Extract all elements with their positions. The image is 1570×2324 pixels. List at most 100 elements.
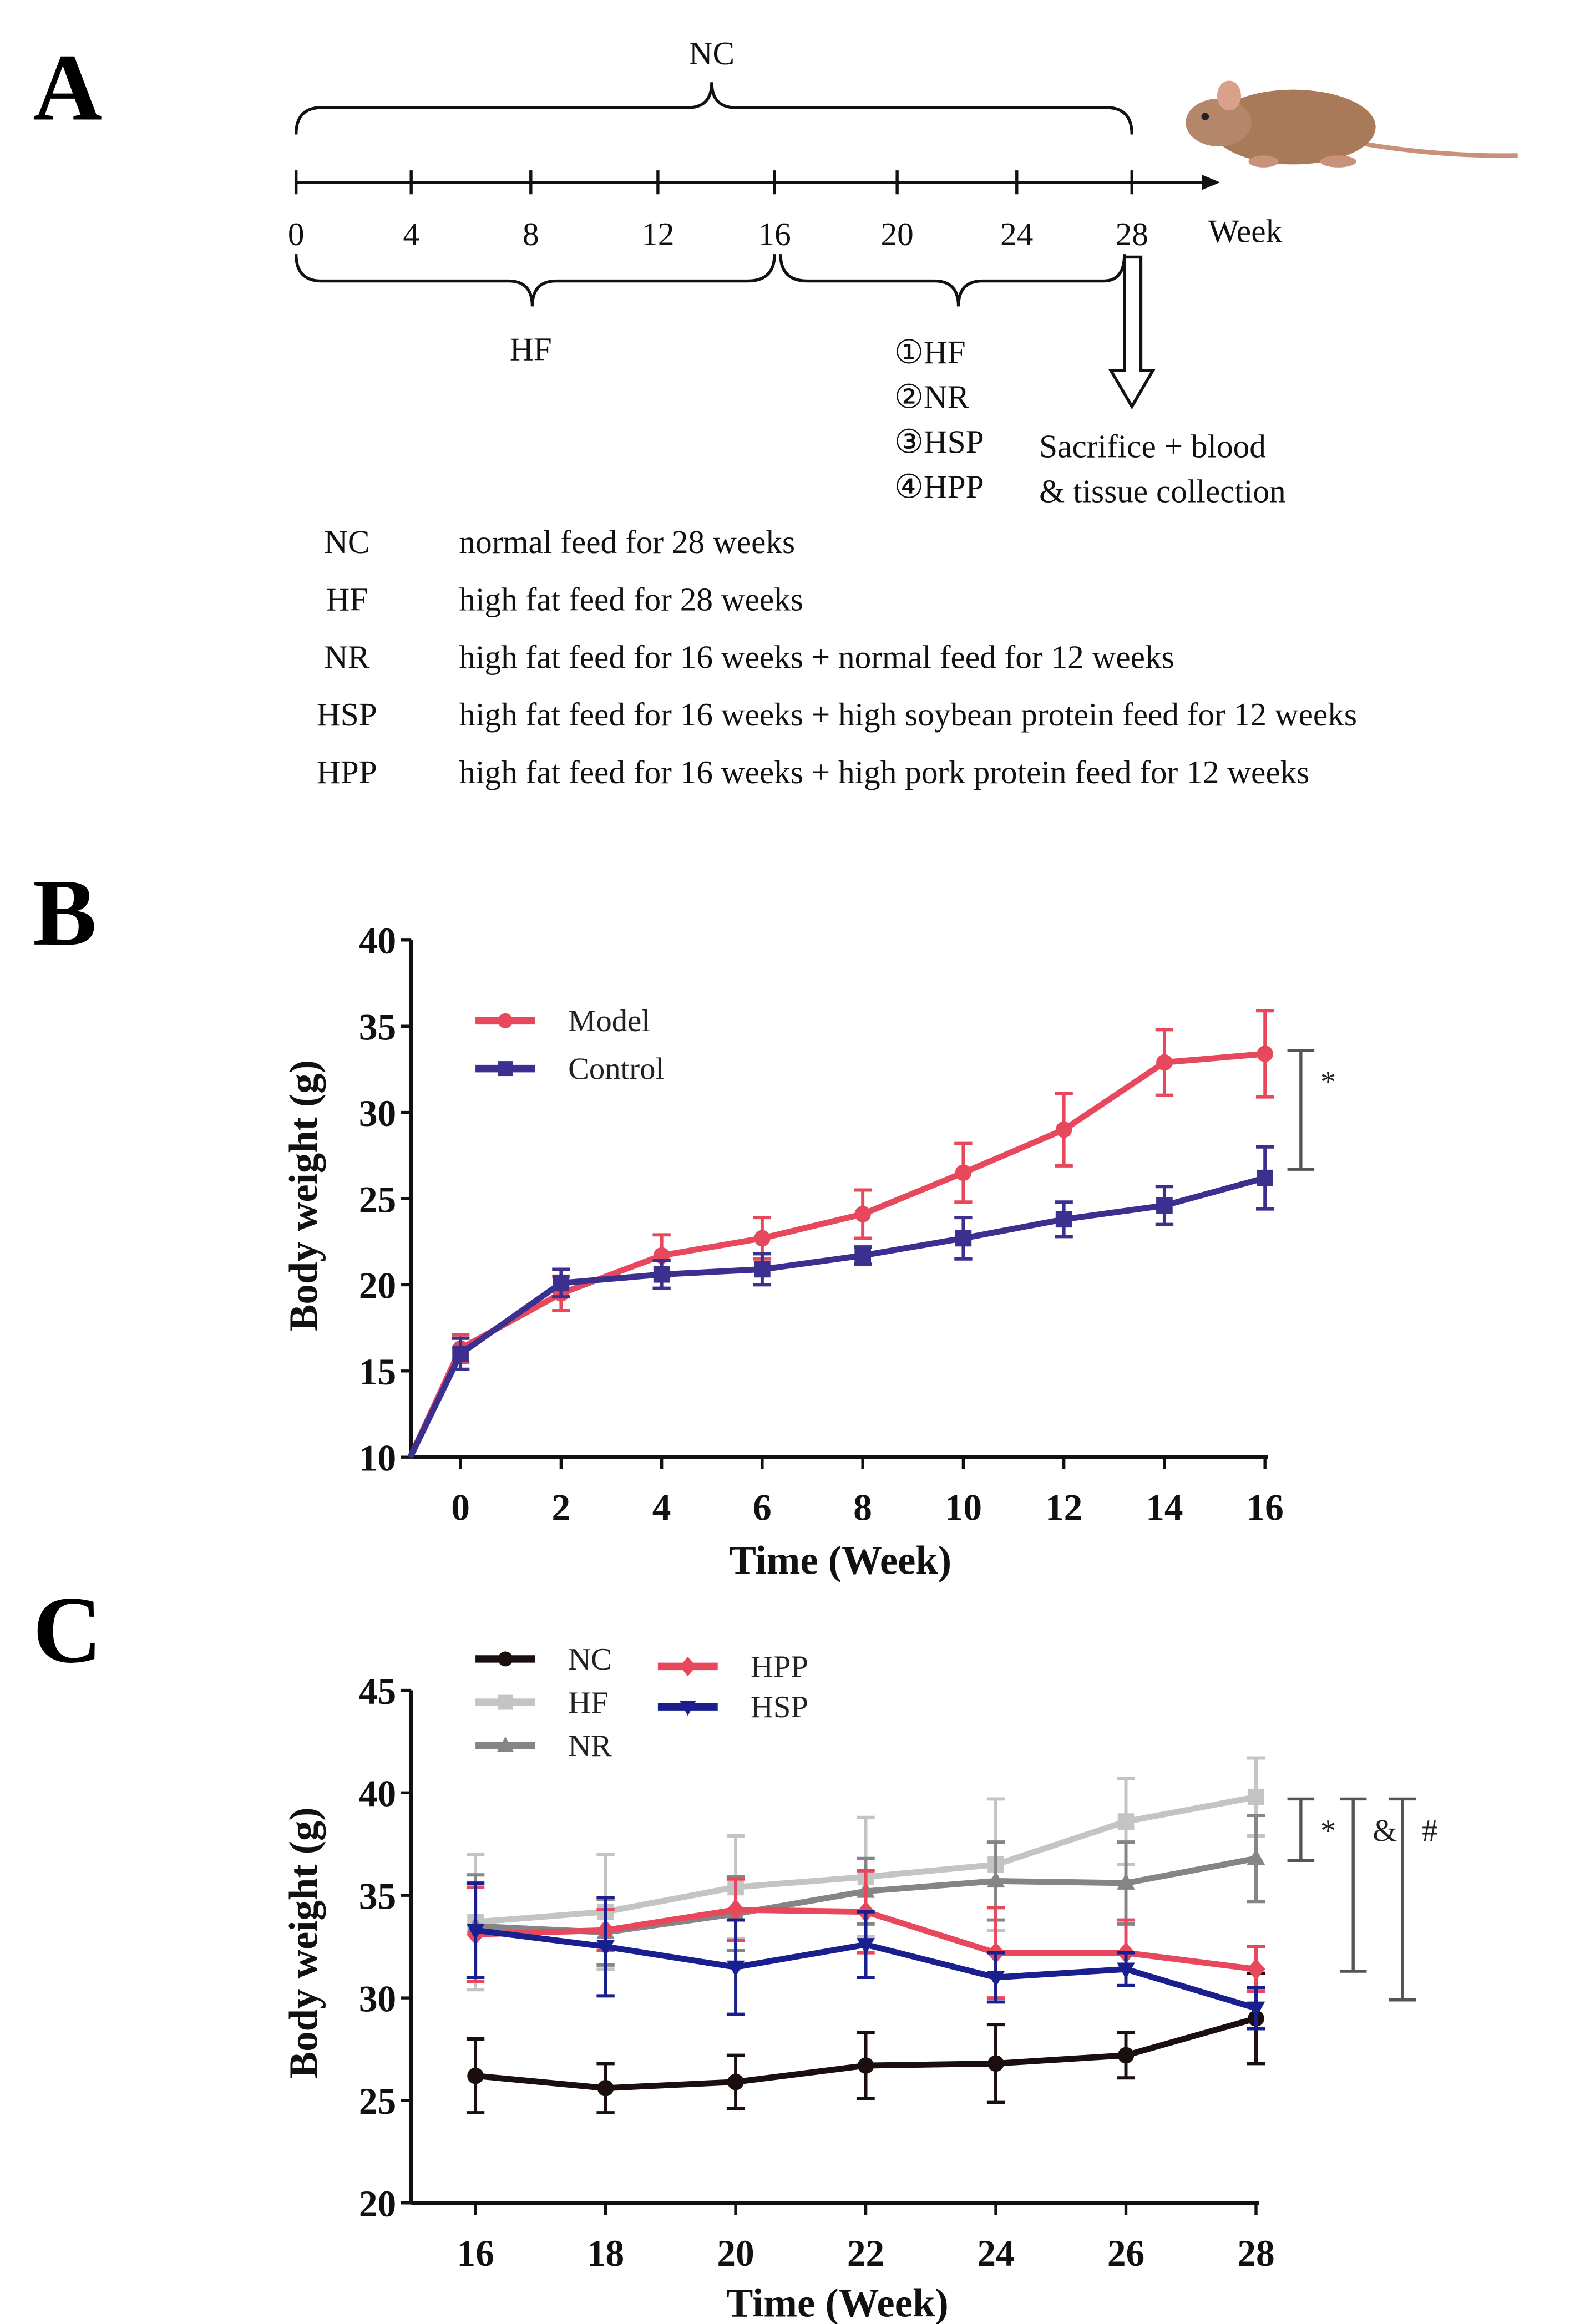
data-point — [955, 1164, 972, 1181]
x-tick-label: 2 — [552, 1486, 571, 1528]
y-tick-label: 20 — [359, 2183, 396, 2225]
data-point — [679, 1701, 696, 1716]
chart-c: 20 25 30 35 40 45 16 18 20 22 24 26 28 NC HF NR HPP HSP * &… — [359, 1642, 1438, 2274]
group-description: high fat feed for 28 weeks — [459, 581, 803, 618]
x-tick-label: 18 — [587, 2232, 624, 2274]
chart-c-ylabel: Body weight (g) — [281, 1807, 326, 2078]
chart-c-xlabel: Time (Week) — [726, 2281, 949, 2324]
y-tick-label: 45 — [359, 1671, 396, 1712]
hf-brace — [294, 254, 776, 307]
data-point — [1257, 1169, 1273, 1186]
x-tick-label: 10 — [945, 1486, 982, 1528]
significance-marker: & — [1373, 1814, 1397, 1848]
x-tick-label: 20 — [717, 2232, 754, 2274]
x-tick-label: 22 — [847, 2232, 884, 2274]
timeline-tick-label: 0 — [288, 216, 305, 252]
data-point — [727, 2073, 744, 2090]
group-label-4: ④HPP — [894, 468, 984, 505]
data-point — [955, 1230, 972, 1247]
y-tick-label: 35 — [359, 1875, 396, 1917]
x-tick-label: 8 — [853, 1486, 872, 1528]
significance-marker: # — [1422, 1814, 1437, 1848]
data-point — [452, 1345, 469, 1362]
group-description: high fat feed for 16 weeks + high soybea… — [459, 696, 1356, 733]
data-point — [498, 1694, 513, 1710]
chart-b-xlabel: Time (Week) — [729, 1538, 951, 1582]
group-label-1: ①HF — [894, 334, 966, 371]
y-tick-label: 30 — [359, 1093, 396, 1134]
y-tick-label: 25 — [359, 2081, 396, 2122]
week-label: Week — [1208, 213, 1283, 250]
timeline-tick-label: 4 — [403, 216, 419, 252]
data-point — [498, 1013, 513, 1028]
timeline-tick-label: 16 — [758, 216, 791, 252]
group-abbr: HPP — [317, 754, 377, 790]
data-point — [1247, 2001, 1265, 2018]
data-point — [1117, 2047, 1135, 2064]
data-point — [754, 1230, 771, 1247]
group-definitions-table: NC normal feed for 28 weeks HF high fat fee… — [317, 524, 1357, 790]
data-point — [467, 2067, 484, 2084]
x-tick-label: 4 — [652, 1486, 671, 1528]
data-point — [1247, 1848, 1265, 1865]
x-tick-label: 26 — [1107, 2232, 1144, 2274]
group-description: high fat feed for 16 weeks + high pork p… — [459, 754, 1309, 790]
x-tick-label: 0 — [451, 1486, 470, 1528]
legend-label: HSP — [751, 1690, 808, 1724]
data-point — [726, 1899, 745, 1921]
x-tick-label: 28 — [1237, 2232, 1274, 2274]
x-tick-label: 12 — [1045, 1486, 1082, 1528]
hf-brace-label: HF — [510, 331, 552, 367]
legend-label: HPP — [751, 1650, 808, 1684]
x-tick-label: 16 — [457, 2232, 494, 2274]
timeline-arrowhead — [1202, 175, 1220, 190]
data-point — [497, 1737, 514, 1752]
y-tick-label: 20 — [359, 1265, 396, 1307]
timeline-tick-label: 24 — [1000, 216, 1033, 252]
nc-brace — [294, 82, 1133, 135]
y-tick-label: 40 — [359, 1773, 396, 1815]
data-point — [1055, 1121, 1072, 1138]
group-description: normal feed for 28 weeks — [459, 524, 795, 560]
data-point — [498, 1061, 513, 1077]
data-point — [754, 1261, 771, 1278]
data-point — [726, 1960, 745, 1977]
data-point — [653, 1266, 670, 1283]
group-abbr: NC — [324, 524, 369, 560]
data-point — [986, 1871, 1005, 1888]
group-label-3: ③HSP — [894, 423, 984, 460]
data-point — [854, 1247, 871, 1264]
endpoint-line-2: & tissue collection — [1039, 473, 1285, 509]
legend-label: NR — [568, 1729, 612, 1763]
data-point — [1117, 1873, 1135, 1890]
data-point — [1248, 1788, 1264, 1805]
legend-label: HF — [568, 1686, 608, 1720]
endpoint-line-1: Sacrifice + blood — [1039, 428, 1266, 465]
x-tick-label: 6 — [753, 1486, 772, 1528]
data-point — [596, 1940, 615, 1957]
series-control — [407, 1145, 1274, 1459]
data-point — [466, 1924, 485, 1940]
group-abbr: NR — [324, 638, 370, 675]
data-point — [854, 1206, 871, 1222]
y-tick-label: 35 — [359, 1007, 396, 1048]
significance-marker: * — [1320, 1065, 1336, 1099]
chart-b-ylabel: Body weight (g) — [281, 1060, 326, 1331]
data-point — [987, 2055, 1004, 2072]
legend-label: NC — [568, 1642, 612, 1677]
data-point — [679, 1656, 696, 1676]
data-point — [1117, 1962, 1135, 1980]
timeline-tick-label: 28 — [1116, 216, 1148, 252]
timeline-tick-label: 12 — [641, 216, 674, 252]
series-model — [407, 1009, 1274, 1459]
y-tick-label: 15 — [359, 1351, 396, 1393]
chart-b: 10 15 20 25 30 35 40 0 2 4 6 8 10 12 14 16 Model Control * — [359, 920, 1336, 1528]
group-description: high fat feed for 16 weeks + normal feed… — [459, 638, 1174, 675]
data-point — [498, 1651, 513, 1667]
data-point — [1156, 1197, 1173, 1214]
x-tick-label: 24 — [977, 2232, 1014, 2274]
series-hsp — [466, 1881, 1265, 2031]
group-abbr: HSP — [317, 696, 377, 733]
y-tick-label: 10 — [359, 1437, 396, 1479]
data-point — [857, 1938, 875, 1955]
